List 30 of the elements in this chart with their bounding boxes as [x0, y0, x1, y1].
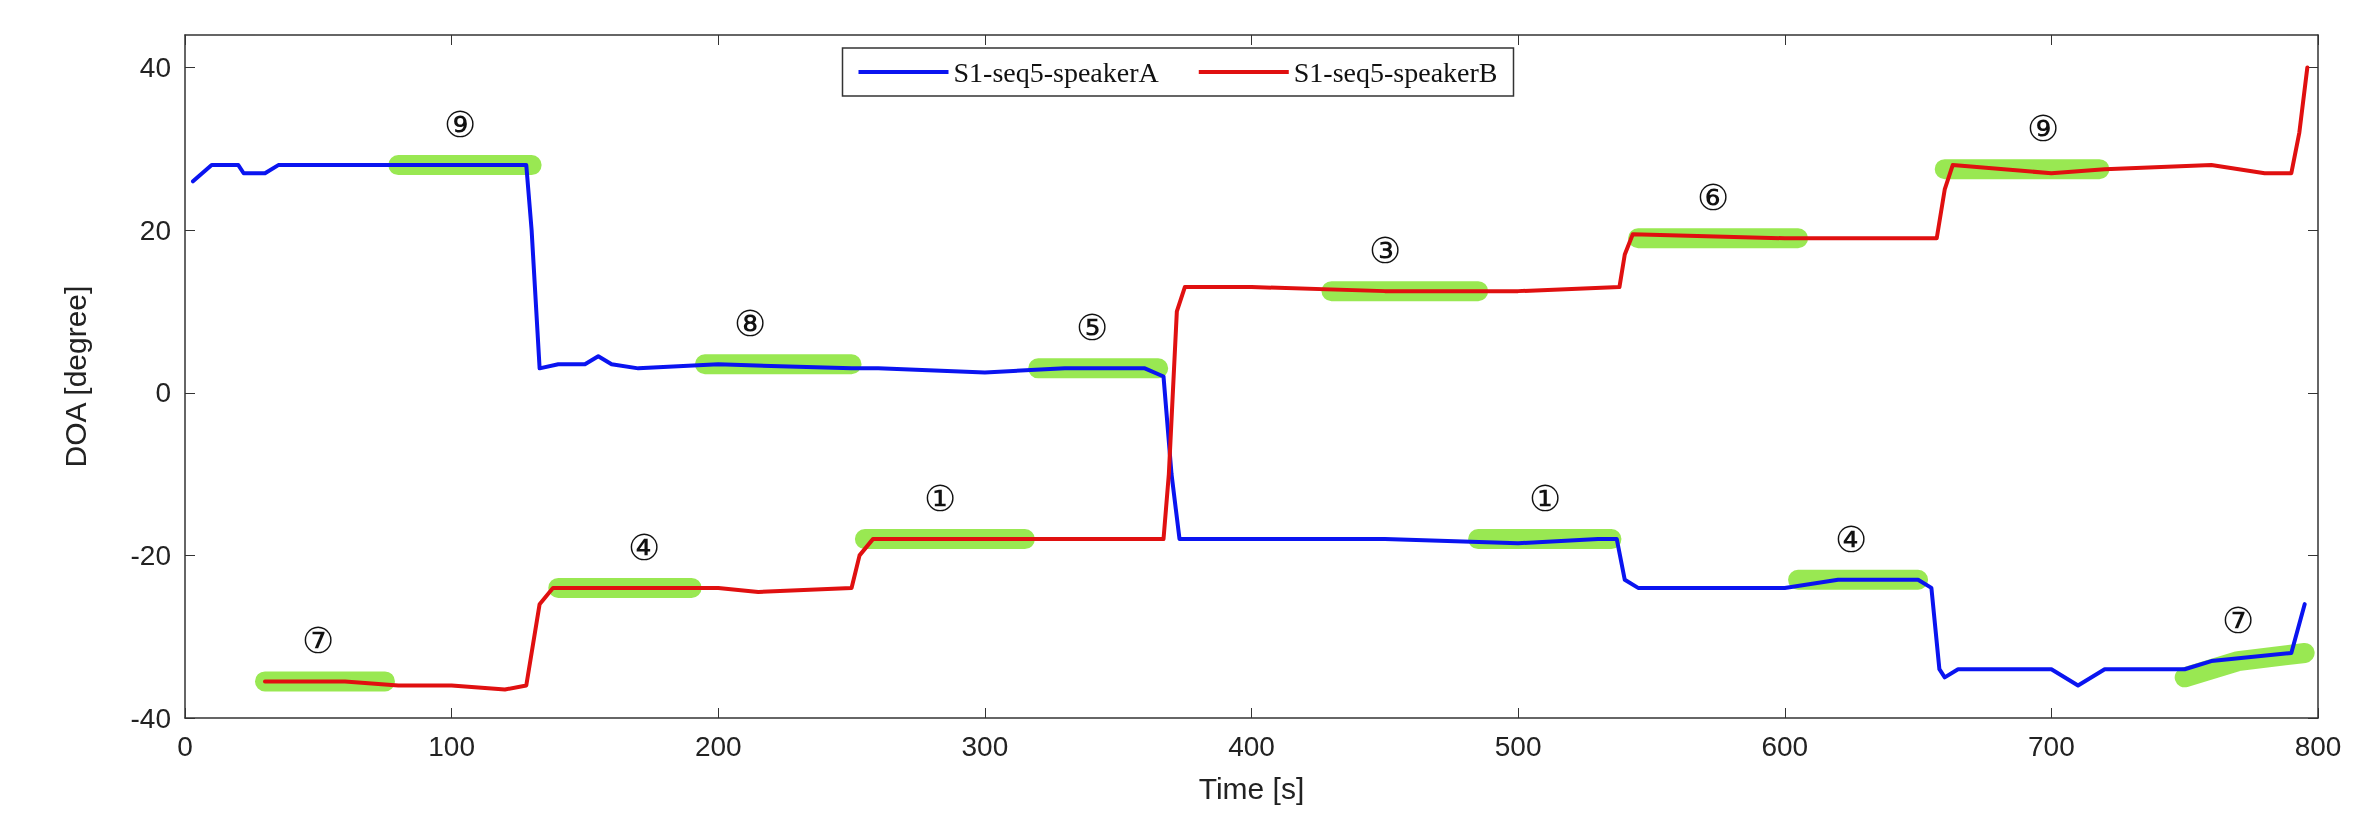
annotation: ③ [1368, 231, 1401, 272]
annotation: ① [923, 479, 956, 520]
x-tick-label: 700 [2028, 730, 2075, 762]
annotation: ④ [1835, 519, 1868, 560]
y-tick-label: 40 [139, 52, 171, 84]
annotation: ⑦ [302, 621, 335, 662]
legend-label: S1-seq5-speakerB [1293, 56, 1498, 88]
annotation: ④ [627, 527, 660, 568]
y-tick-label: 0 [155, 377, 171, 409]
x-tick-label: 400 [1228, 730, 1275, 762]
annotation: ⑦ [2222, 601, 2255, 642]
annotation: ⑧ [734, 304, 767, 345]
x-tick-label: 100 [428, 730, 475, 762]
x-tick-label: 200 [694, 730, 742, 762]
annotation: ⑥ [1696, 178, 1729, 219]
y-tick-label: -20 [130, 539, 171, 571]
x-tick-label: 800 [2294, 730, 2342, 762]
x-tick-label: 300 [961, 730, 1009, 762]
annotation: ⑨ [2027, 109, 2060, 150]
x-tick-label: 0 [177, 730, 193, 762]
legend-label: S1-seq5-speakerA [953, 56, 1160, 88]
x-tick-label: 500 [1494, 730, 1542, 762]
annotation: ⑨ [443, 105, 476, 146]
annotation: ⑤ [1075, 308, 1108, 349]
x-axis-title: Time [s] [1198, 771, 1305, 805]
y-tick-label: -40 [130, 702, 171, 734]
y-axis-title: DOA [degree] [58, 285, 92, 468]
x-tick-label: 600 [1761, 730, 1809, 762]
annotation: ① [1528, 479, 1561, 520]
y-tick-label: 20 [139, 214, 171, 246]
